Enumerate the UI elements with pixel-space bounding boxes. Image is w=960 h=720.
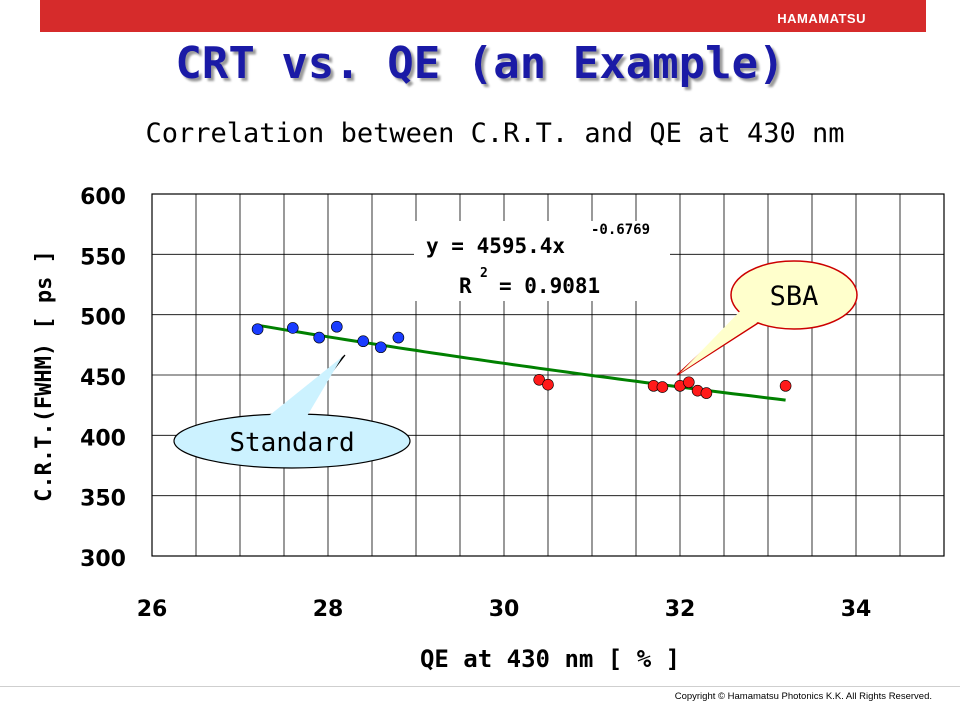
y-tick-label: 450 [80,366,126,391]
data-points [251,320,792,399]
r-squared-label: R [459,274,472,298]
slide-title: CRT vs. QE (an Example) [175,38,785,89]
data-point-sba [700,387,713,399]
callouts: Standard SBA [173,260,858,469]
data-point-standard [286,322,299,334]
data-point-standard [392,331,405,344]
equation-text: y = 4595.4x [426,234,565,258]
data-point-sba [656,381,669,393]
data-point-standard [313,331,326,344]
sba-callout-joint [680,306,770,373]
footer-divider [0,686,960,687]
x-tick-label: 32 [665,597,696,622]
standard-callout-text: Standard [229,428,354,458]
header-bar: HAMAMATSU [40,0,926,32]
data-point-standard [374,341,387,354]
data-point-sba [533,374,546,386]
axis-labels: QE at 430 nm [ % ] C.R.T.(FWHM) [ ps ] [32,250,680,673]
y-tick-label: 600 [80,185,126,210]
x-axis-label: QE at 430 nm [ % ] [420,645,680,673]
data-point-sba [682,376,695,389]
tick-labels: 300 350 400 450 500 550 600 26 28 30 32 34 [80,185,871,622]
y-tick-label: 300 [80,547,126,572]
y-tick-label: 550 [80,245,126,270]
data-point-sba [542,378,554,391]
y-tick-label: 500 [80,306,126,331]
y-tick-label: 400 [80,426,126,451]
y-axis-label: C.R.T.(FWHM) [ ps ] [32,250,57,502]
data-point-standard [357,335,370,348]
y-tick-label: 350 [80,487,126,512]
fit-equation: y = 4595.4x -0.6769 R2 = 0.9081 [414,221,670,301]
chart-title: Correlation between C.R.T. and QE at 430… [145,118,845,149]
x-tick-label: 34 [841,597,872,622]
equation-box [414,221,670,301]
r-squared-value: = 0.9081 [499,274,600,298]
copyright-text: Copyright © Hamamatsu Photonics K.K. All… [674,691,932,702]
data-point-standard [330,320,343,333]
equation-exponent: -0.6769 [591,222,650,238]
x-tick-label: 28 [313,597,344,622]
x-tick-label: 26 [137,597,168,622]
data-point-standard [251,323,264,335]
x-tick-label: 30 [489,597,520,622]
standard-callout-joint [255,357,342,428]
data-point-sba [779,380,792,392]
sba-callout-text: SBA [770,281,819,312]
r-squared-sup: 2 [480,266,488,281]
brand-logo: HAMAMATSU [777,11,866,26]
